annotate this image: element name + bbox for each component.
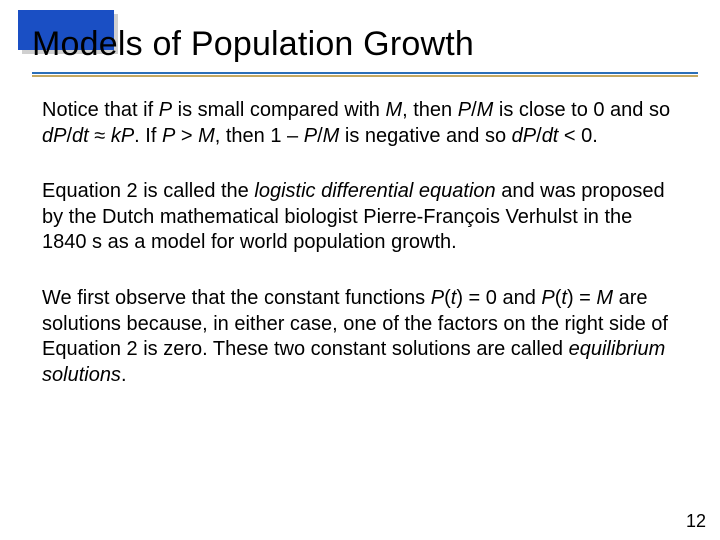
text: , then 1 – xyxy=(215,125,304,147)
text: ≈ xyxy=(89,125,111,147)
text: is small compared with xyxy=(172,99,385,121)
var-P: P xyxy=(541,287,554,309)
text: ( xyxy=(444,287,451,309)
text: is close to 0 and so xyxy=(493,99,670,121)
text: Equation 2 is called the xyxy=(42,180,254,202)
paragraph-1: Notice that if P is small compared with … xyxy=(42,98,678,149)
paragraph-3: We first observe that the constant funct… xyxy=(42,286,678,388)
text: ) = 0 and xyxy=(456,287,541,309)
var-M: M xyxy=(477,99,494,121)
text: . xyxy=(121,364,127,386)
var-P: P xyxy=(159,99,172,121)
text: > xyxy=(175,125,198,147)
var-P: P xyxy=(431,287,444,309)
title-underline-primary xyxy=(32,72,698,74)
var-kP: kP xyxy=(111,125,134,147)
text: We first observe that the constant funct… xyxy=(42,287,431,309)
body-content: Notice that if P is small compared with … xyxy=(42,98,678,388)
var-dt: dt xyxy=(72,125,89,147)
text: is negative and so xyxy=(339,125,511,147)
var-M: M xyxy=(323,125,340,147)
text: Notice that if xyxy=(42,99,159,121)
text: . If xyxy=(134,125,162,147)
text: < 0. xyxy=(558,125,597,147)
var-dP: dP xyxy=(42,125,66,147)
var-M: M xyxy=(198,125,215,147)
var-P: P xyxy=(304,125,317,147)
text: ) = xyxy=(567,287,596,309)
title-container: Models of Population Growth xyxy=(32,24,700,65)
paragraph-2: Equation 2 is called the logistic differ… xyxy=(42,179,678,256)
var-P: P xyxy=(458,99,471,121)
page-title: Models of Population Growth xyxy=(32,24,700,65)
page-number: 12 xyxy=(686,511,706,532)
term-logistic: logistic differential equation xyxy=(254,180,495,202)
var-dt: dt xyxy=(542,125,559,147)
var-M: M xyxy=(385,99,402,121)
title-underline-secondary xyxy=(32,75,698,77)
text: , then xyxy=(402,99,458,121)
var-M: M xyxy=(596,287,613,309)
var-dP: dP xyxy=(512,125,536,147)
var-P: P xyxy=(162,125,175,147)
